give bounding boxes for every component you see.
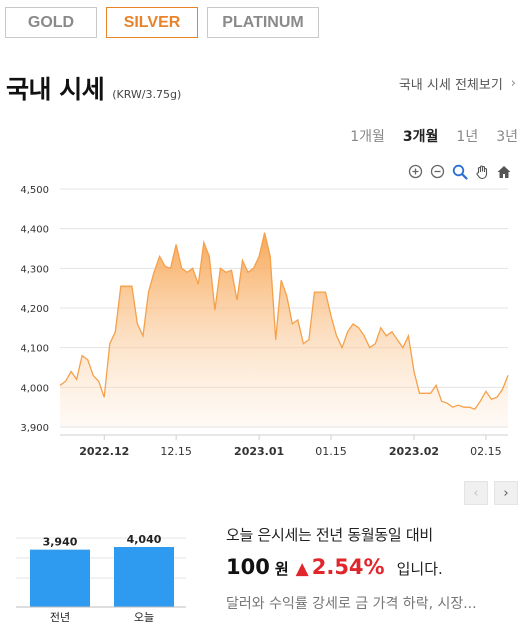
summary-panel: 오늘 은시세는 전년 동월동일 대비 100 원 ▲ 2.54% 입니다. 달러… — [226, 524, 522, 613]
up-arrow-icon: ▲ — [295, 559, 309, 579]
compare-bar-value: 3,940 — [43, 536, 78, 549]
y-tick-label: 3,900 — [20, 423, 49, 434]
unit-label: (KRW/3.75g) — [112, 88, 182, 101]
y-tick-label: 4,000 — [20, 383, 49, 394]
tab-gold[interactable]: GOLD — [5, 7, 97, 38]
price-line — [59, 232, 509, 410]
y-tick-label: 4,100 — [20, 344, 49, 355]
x-tick-label: 02.15 — [470, 445, 502, 458]
y-tick-label: 4,300 — [20, 264, 49, 275]
chart-toolbar — [407, 163, 512, 180]
metal-tabs: GOLD SILVER PLATINUM — [5, 7, 319, 38]
compare-bar — [30, 549, 90, 607]
x-tick-label: 2022.12 — [79, 445, 129, 458]
news-headline[interactable]: 달러와 수익률 강세로 금 가격 하락, 시장... — [226, 596, 477, 612]
period-selector: 1개월 3개월 1년 3년 — [350, 126, 518, 146]
chart-pager: ‹ › — [464, 481, 518, 505]
x-tick-label: 12.15 — [160, 445, 192, 458]
compare-bar-value: 4,040 — [127, 533, 162, 546]
page-title: 국내 시세 — [6, 75, 105, 104]
price-area-chart: 4,500 4,400 4,300 4,200 4,100 4,000 3,900 2022… — [20, 185, 509, 458]
x-tick-label: 01.15 — [315, 445, 347, 458]
compare-bar — [114, 547, 174, 607]
next-button[interactable]: › — [494, 481, 518, 505]
y-tick-label: 4,500 — [20, 185, 49, 196]
view-all-link[interactable]: 국내 시세 전체보기 › — [399, 74, 516, 93]
change-percent: ▲ 2.54% — [296, 555, 385, 579]
period-3y[interactable]: 3년 — [496, 129, 518, 145]
summary-change: 100 원 ▲ 2.54% 입니다. — [226, 555, 522, 579]
prev-button[interactable]: ‹ — [464, 481, 488, 505]
chevron-right-icon: › — [510, 76, 516, 91]
summary-suffix: 입니다. — [396, 560, 443, 578]
period-1m[interactable]: 1개월 — [350, 129, 385, 145]
compare-bar-label: 전년 — [50, 611, 70, 624]
zoom-out-icon[interactable] — [429, 163, 446, 180]
y-tick-label: 4,400 — [20, 225, 49, 236]
pan-hand-icon[interactable] — [473, 163, 490, 180]
view-all-label: 국내 시세 전체보기 — [398, 78, 503, 93]
magnifier-icon[interactable] — [451, 163, 468, 180]
x-tick-label: 2023.02 — [389, 445, 439, 458]
compare-bar-label: 오늘 — [134, 611, 154, 624]
currency-label: 원 — [274, 560, 289, 578]
zoom-in-icon[interactable] — [407, 163, 424, 180]
tab-silver[interactable]: SILVER — [106, 7, 198, 38]
change-amount: 100 — [226, 555, 270, 579]
home-icon[interactable] — [495, 163, 512, 180]
y-tick-label: 4,200 — [20, 304, 49, 315]
section-header: 국내 시세 (KRW/3.75g) — [6, 70, 181, 106]
year-compare-chart: 3,940 전년 4,040 오늘 — [16, 533, 186, 624]
tab-platinum[interactable]: PLATINUM — [207, 7, 319, 38]
x-tick-label: 2023.01 — [234, 445, 284, 458]
summary-text: 오늘 은시세는 전년 동월동일 대비 — [226, 526, 433, 544]
price-area — [60, 232, 508, 427]
period-1y[interactable]: 1년 — [456, 129, 479, 145]
period-3m[interactable]: 3개월 — [402, 129, 439, 145]
percent-value: 2.54% — [311, 555, 385, 579]
